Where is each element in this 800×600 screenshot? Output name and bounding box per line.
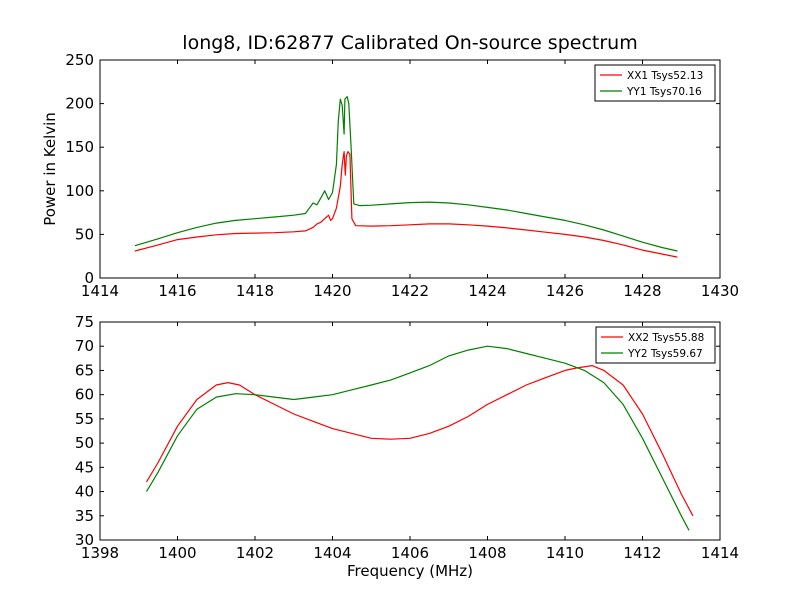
panel-2-x-tick-label: 1404: [313, 544, 351, 562]
chart-title: long8, ID:62877 Calibrated On-source spe…: [182, 32, 638, 54]
panel-2-y-tick-label: 75: [75, 313, 94, 331]
panel-2-x-tick-label: 1412: [623, 544, 661, 562]
panel-2-series-1-line: [145, 365, 694, 517]
panel-2: 1398 1400 1402 1404 1406 1408 1410 1412 1414 30 35…: [75, 313, 739, 580]
panel-2-y-tick-label: 40: [75, 483, 94, 501]
panel-1-legend-box: [594, 64, 716, 102]
panel-2-y-tick-label: 45: [75, 458, 94, 476]
panel-1: 1414 1416 1418 1420 1422 1424 1426 1428 1430 0 50 1…: [41, 51, 739, 300]
panel-2-y-tick-label: 65: [75, 361, 94, 379]
panel-2-x-tick-label: 1398: [81, 544, 119, 562]
panel-2-y-tick-label: 30: [75, 531, 94, 549]
panel-2-y-tick-label: 55: [75, 410, 94, 428]
panel-1-series-2-line: [134, 96, 678, 252]
panel-1-y-tick-label: 0: [84, 269, 94, 287]
panel-1-x-tick-label: 1430: [701, 282, 739, 300]
panel-1-x-tick-label: 1416: [158, 282, 196, 300]
panel-1-x-tick-label: 1414: [81, 282, 119, 300]
panel-2-x-tick-label: 1406: [391, 544, 429, 562]
panel-2-x-tick-label: 1402: [236, 544, 274, 562]
panel-1-x-tick-label: 1426: [546, 282, 584, 300]
panel-1-legend: XX1 Tsys52.13 YY1 Tsys70.16: [594, 64, 716, 102]
panel-1-y-tick-label: 100: [65, 182, 94, 200]
panel-1-x-tick-label: 1422: [391, 282, 429, 300]
panel-1-y-tick-label: 50: [75, 225, 94, 243]
panel-2-y-tick-label: 35: [75, 507, 94, 525]
panel-2-y-tick-label: 50: [75, 434, 94, 452]
panel-1-legend-label-2: YY1 Tsys70.16: [626, 86, 702, 98]
panel-1-x-tick-label: 1428: [623, 282, 661, 300]
panel-2-y-tick-label: 60: [75, 386, 94, 404]
panel-2-x-tick-label: 1408: [468, 544, 506, 562]
panel-1-y-tick-label: 150: [65, 138, 94, 156]
panel-2-legend-box: [595, 326, 716, 364]
panel-2-x-axis-label: Frequency (MHz): [347, 562, 473, 580]
panel-1-legend-label-1: XX1 Tsys52.13: [627, 70, 703, 82]
panel-1-x-tick-label: 1418: [236, 282, 274, 300]
panel-2-series-2-line: [145, 345, 690, 531]
panel-2-y-tick-label: 70: [75, 337, 94, 355]
panel-1-x-tick-label: 1420: [313, 282, 351, 300]
panel-2-x-tick-label: 1414: [701, 544, 739, 562]
panel-2-x-tick-label: 1410: [546, 544, 584, 562]
panel-2-x-tick-label: 1400: [158, 544, 196, 562]
panel-2-legend-label-2: YY2 Tsys59.67: [627, 348, 703, 360]
panel-1-y-tick-label: 250: [65, 51, 94, 69]
panel-1-x-tick-label: 1424: [468, 282, 506, 300]
panel-1-series-1-line: [134, 151, 678, 258]
panel-1-y-tick-label: 200: [65, 95, 94, 113]
panel-1-y-axis-label: Power in Kelvin: [41, 112, 59, 226]
panel-2-legend-label-1: XX2 Tsys55.88: [628, 332, 704, 344]
panel-2-legend: XX2 Tsys55.88 YY2 Tsys59.67: [595, 326, 716, 364]
